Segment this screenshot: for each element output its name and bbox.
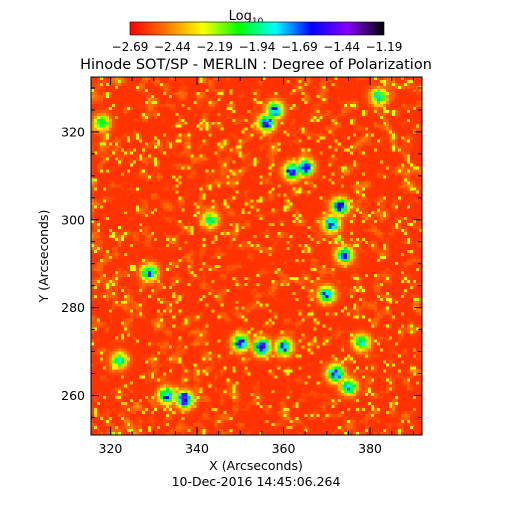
colorbar-tick-label: −2.44 xyxy=(154,40,191,54)
heatmap-image xyxy=(91,77,422,435)
x-tick-label: 320 xyxy=(99,441,123,456)
colorbar-tick-label: −1.19 xyxy=(366,40,403,54)
colorbar xyxy=(129,21,385,36)
colorbar-ticks: −2.69 −2.44 −2.19 −1.94 −1.69 −1.44 −1.19 xyxy=(112,40,403,54)
colorbar-tick-label: −2.69 xyxy=(112,40,149,54)
chart-title: Hinode SOT/SP - MERLIN : Degree of Polar… xyxy=(80,57,432,73)
y-tick-label: 280 xyxy=(61,300,85,315)
x-tick-label: 340 xyxy=(185,441,209,456)
y-tick-label: 300 xyxy=(61,212,85,227)
axis-ticks: 320 340 360 380 260 280 300 320 xyxy=(61,77,422,456)
colorbar-tick-label: −1.94 xyxy=(239,40,276,54)
colorbar-tick-label: −1.69 xyxy=(281,40,318,54)
y-tick-label: 320 xyxy=(61,124,85,139)
colorbar-tick-label: −1.44 xyxy=(323,40,360,54)
x-tick-label: 380 xyxy=(358,441,382,456)
x-tick-label: 360 xyxy=(272,441,296,456)
x-axis-label: X (Arcseconds) xyxy=(209,458,303,473)
colorbar-tick-label: −2.19 xyxy=(196,40,233,54)
colorbar-label-main: Log xyxy=(229,9,252,24)
plot-frame xyxy=(90,76,423,436)
timestamp: 10-Dec-2016 14:45:06.264 xyxy=(172,474,341,489)
heatmap xyxy=(91,77,422,435)
y-tick-label: 260 xyxy=(61,388,85,403)
y-axis-label: Y (Arcseconds) xyxy=(36,210,51,304)
